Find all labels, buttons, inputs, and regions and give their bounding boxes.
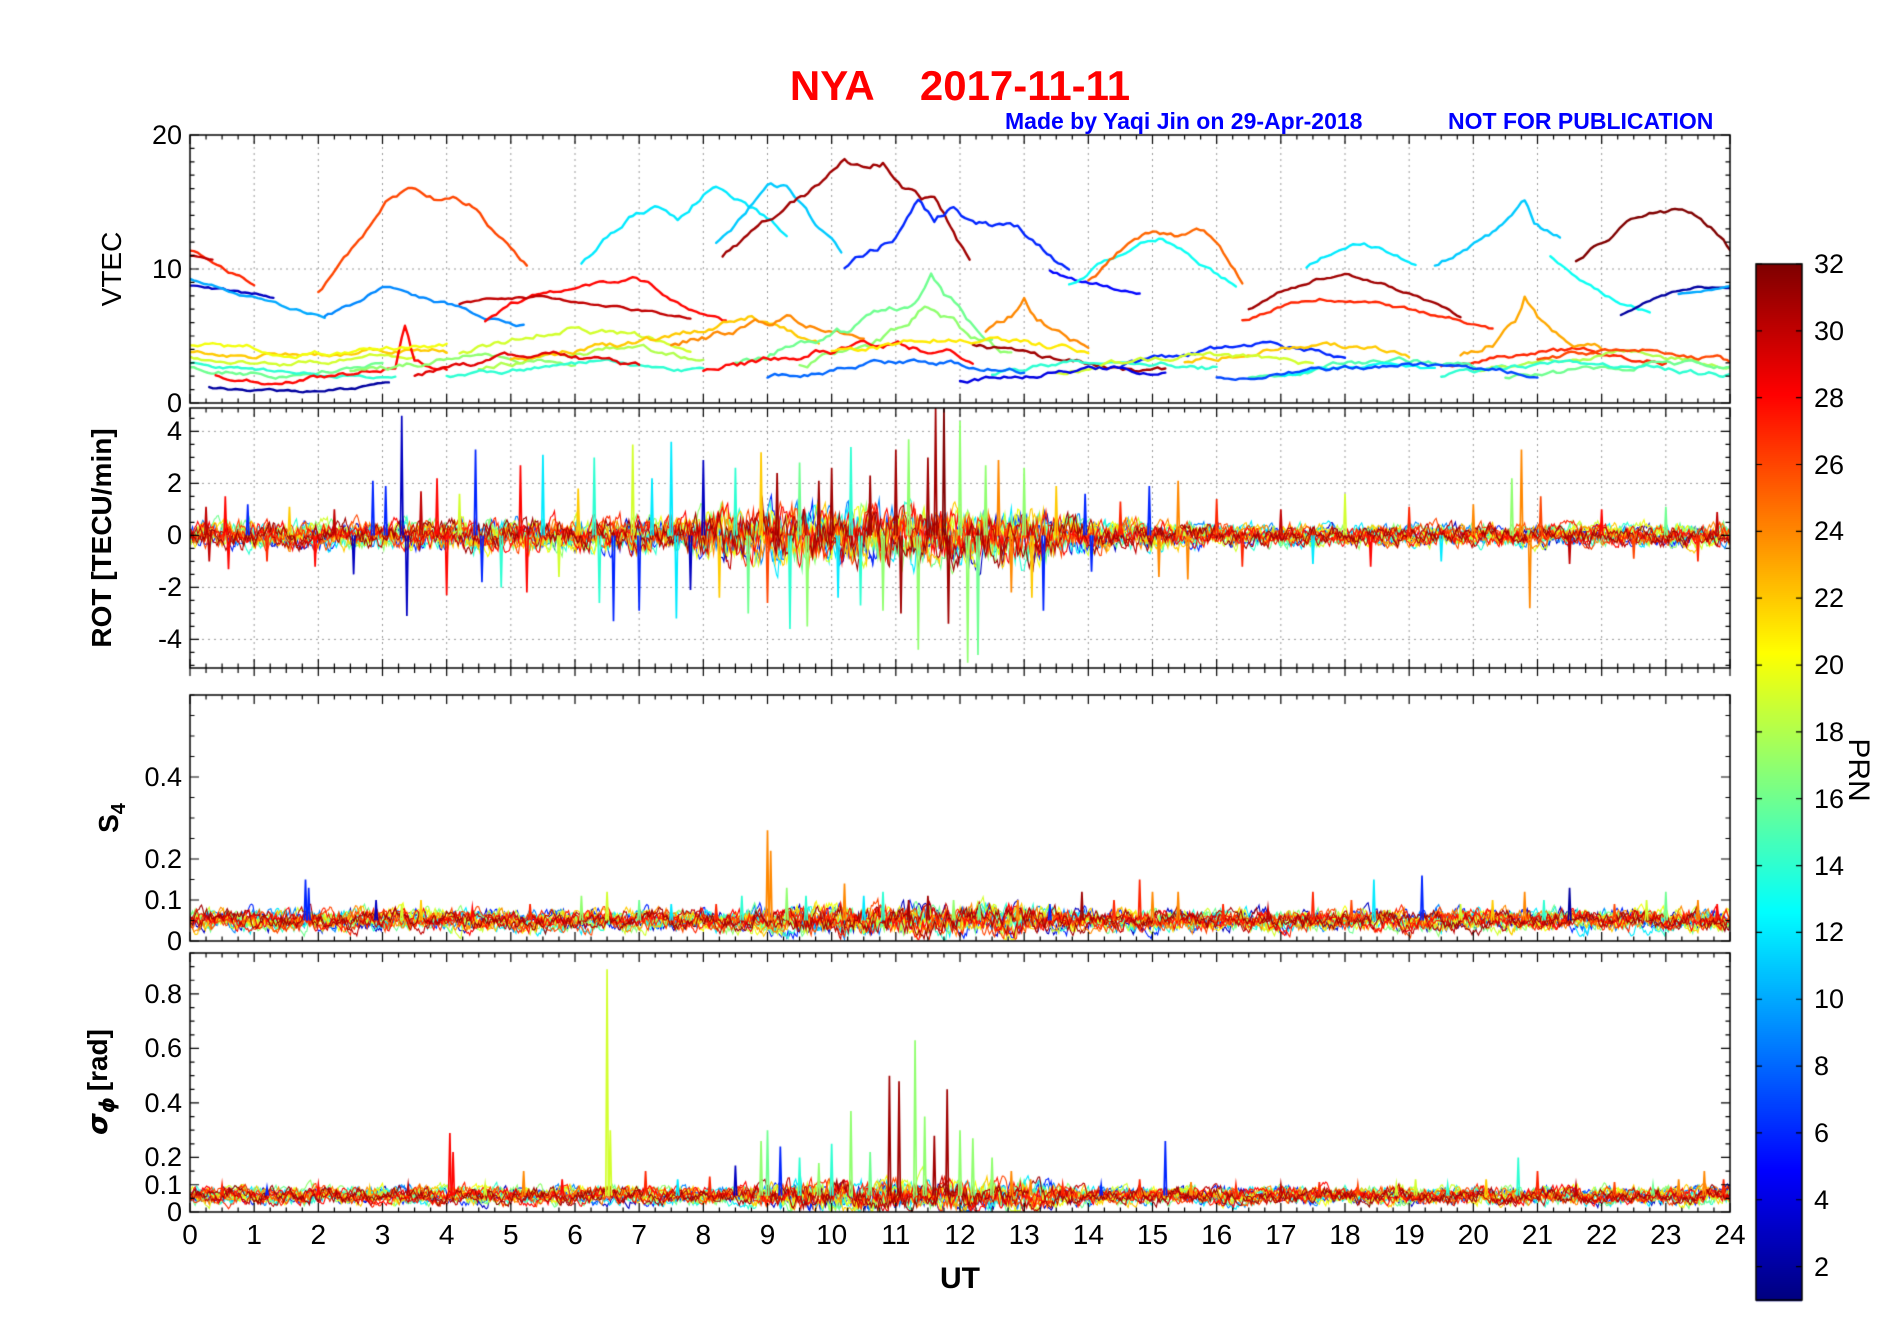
y-tick-label: -4 — [157, 624, 182, 655]
x-axis-label: UT — [940, 1262, 980, 1295]
colorbar-tick-label: 24 — [1814, 516, 1845, 547]
y-tick-label: 0.8 — [144, 978, 182, 1009]
colorbar-tick-label: 18 — [1814, 716, 1845, 747]
x-tick-label: 12 — [944, 1219, 976, 1250]
colorbar-tick-label: 26 — [1814, 449, 1845, 480]
x-tick-label: 11 — [881, 1219, 911, 1250]
colorbar-tick-label: 22 — [1814, 583, 1845, 614]
y-tick-label: 2 — [166, 468, 182, 499]
x-tick-label: 7 — [631, 1219, 647, 1250]
y-tick-label: 0 — [166, 1197, 182, 1227]
x-tick-label: 16 — [1201, 1219, 1233, 1250]
colorbar-tick-label: 20 — [1814, 650, 1845, 681]
x-tick-label: 3 — [374, 1219, 391, 1250]
x-tick-label: 18 — [1329, 1219, 1361, 1250]
s4-axis-label: S4 — [93, 803, 130, 833]
colorbar-tick-label: 32 — [1814, 249, 1845, 279]
y-tick-label: 0.4 — [144, 1087, 182, 1118]
y-tick-label: -2 — [157, 572, 182, 603]
x-tick-label: 20 — [1457, 1219, 1489, 1250]
x-tick-label: 10 — [816, 1219, 848, 1250]
x-tick-label: 14 — [1072, 1219, 1104, 1250]
colorbar-tick-label: 30 — [1814, 315, 1845, 346]
x-tick-label: 6 — [567, 1219, 583, 1250]
figure-title: NYA 2017-11-11 — [789, 62, 1131, 109]
publication-notice: NOT FOR PUBLICATION — [1448, 108, 1714, 134]
y-tick-label: 0 — [166, 520, 182, 551]
y-tick-label: 0.4 — [144, 762, 182, 792]
x-tick-label: 19 — [1393, 1219, 1425, 1250]
x-tick-label: 13 — [1008, 1219, 1040, 1250]
x-tick-label: 9 — [759, 1219, 776, 1250]
y-tick-label: 0 — [166, 926, 182, 956]
y-tick-label: 10 — [151, 254, 182, 284]
colorbar-tick-label: 4 — [1814, 1184, 1830, 1215]
x-tick-label: 1 — [246, 1219, 262, 1250]
colorbar-tick-label: 10 — [1814, 984, 1845, 1015]
x-tick-label: 21 — [1521, 1219, 1554, 1250]
colorbar-tick-label: 14 — [1814, 850, 1845, 881]
y-tick-label: 0.2 — [144, 844, 182, 874]
y-tick-label: 4 — [166, 416, 182, 447]
colorbar-tick-label: 6 — [1814, 1117, 1830, 1148]
x-tick-label: 8 — [695, 1219, 712, 1250]
y-tick-label: 20 — [151, 120, 182, 150]
colorbar-tick-label: 16 — [1814, 783, 1845, 814]
colorbar-tick-label: 28 — [1814, 382, 1845, 413]
y-tick-label: 0.1 — [144, 885, 182, 915]
x-tick-label: 0 — [182, 1219, 198, 1250]
x-tick-label: 22 — [1586, 1219, 1618, 1250]
x-tick-label: 2 — [310, 1219, 327, 1250]
y-tick-label: 0.2 — [144, 1142, 182, 1173]
colorbar-tick-label: 8 — [1814, 1051, 1830, 1082]
x-tick-label: 15 — [1136, 1219, 1169, 1250]
y-tick-label: 0.6 — [144, 1033, 182, 1064]
credit-text: Made by Yaqi Jin on 29-Apr-2018 — [1005, 108, 1363, 134]
x-tick-label: 24 — [1714, 1219, 1746, 1250]
x-tick-label: 17 — [1265, 1219, 1297, 1250]
x-tick-label: 23 — [1650, 1219, 1682, 1250]
colorbar-tick-label: 12 — [1814, 917, 1845, 948]
x-tick-label: 4 — [438, 1219, 455, 1250]
colorbar-tick-label: 2 — [1814, 1251, 1830, 1282]
y-tick-label: 0 — [166, 388, 182, 418]
x-tick-label: 5 — [503, 1219, 519, 1250]
y-tick-label: 0.1 — [144, 1169, 182, 1200]
